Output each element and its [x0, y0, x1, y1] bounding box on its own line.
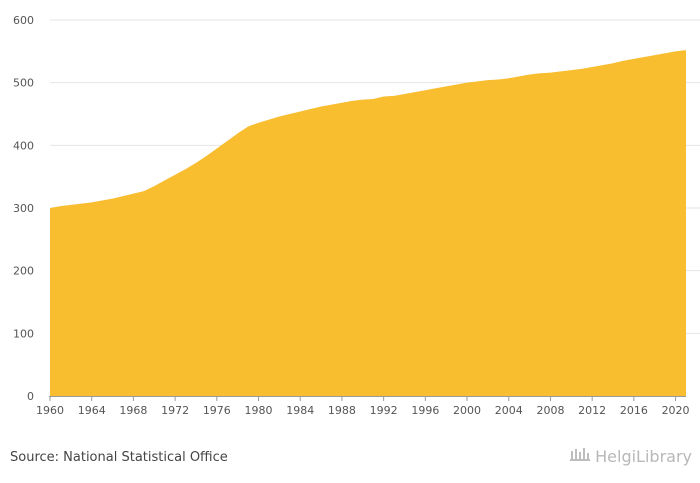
source-note: Source: National Statistical Office — [10, 450, 228, 465]
y-tick-label-200: 200 — [13, 265, 34, 278]
y-tick-label-0: 0 — [27, 390, 34, 403]
y-tick-label-600: 600 — [13, 14, 34, 27]
x-tick-label-2012: 2012 — [578, 404, 606, 417]
x-tick-label-2004: 2004 — [495, 404, 523, 417]
x-tick-label-1976: 1976 — [203, 404, 231, 417]
x-tick-label-2016: 2016 — [620, 404, 648, 417]
x-tick-labels: 1960 1964 1968 1972 1976 1980 1984 1988 1992 1996… — [36, 404, 690, 417]
x-tick-label-1992: 1992 — [370, 404, 398, 417]
y-tick-label-500: 500 — [13, 77, 34, 90]
x-tick-label-1972: 1972 — [161, 404, 189, 417]
x-tick-label-2000: 2000 — [453, 404, 481, 417]
x-tick-label-1960: 1960 — [36, 404, 64, 417]
x-tick-label-1984: 1984 — [286, 404, 314, 417]
y-tick-label-400: 400 — [13, 139, 34, 152]
y-tick-labels: 0 100 200 300 400 500 600 — [13, 14, 34, 403]
y-tick-label-300: 300 — [13, 202, 34, 215]
x-tick-label-1964: 1964 — [78, 404, 106, 417]
axes — [49, 396, 686, 401]
x-tick-label-1988: 1988 — [328, 404, 356, 417]
plot-area — [50, 50, 686, 396]
area-chart: 0 100 200 300 400 500 600 1960 1964 1968 1972 1976… — [13, 14, 700, 417]
x-tick-label-1968: 1968 — [119, 404, 147, 417]
x-tick-label-2008: 2008 — [536, 404, 564, 417]
area-series — [50, 50, 686, 396]
x-tick-label-1980: 1980 — [245, 404, 273, 417]
library-columns-icon — [569, 446, 591, 466]
y-tick-label-100: 100 — [13, 327, 34, 340]
helgilibrary-logo[interactable]: HelgiLibrary — [569, 446, 692, 466]
logo-text: HelgiLibrary — [595, 446, 692, 466]
x-tick-label-2020: 2020 — [662, 404, 690, 417]
x-tick-label-1996: 1996 — [411, 404, 439, 417]
